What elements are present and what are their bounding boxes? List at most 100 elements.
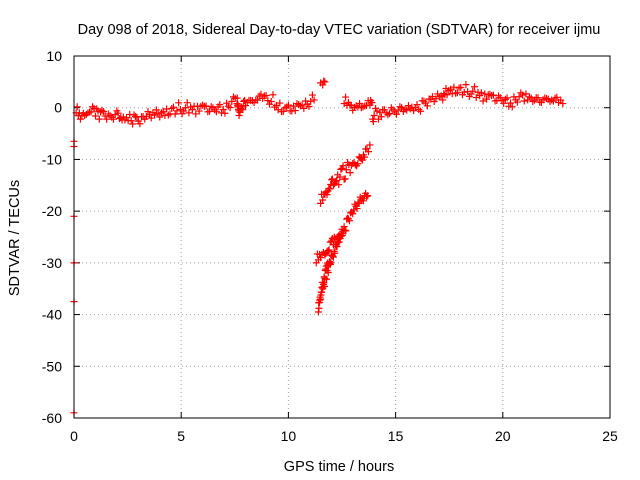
- data-point: [354, 160, 362, 168]
- data-point: [462, 81, 470, 89]
- data-point: [144, 108, 152, 116]
- data-point: [171, 110, 179, 118]
- data-point: [262, 91, 270, 99]
- data-point: [106, 112, 114, 120]
- data-point: [206, 107, 214, 115]
- data-point: [324, 269, 332, 277]
- data-point: [440, 90, 448, 98]
- data-point: [450, 83, 458, 91]
- data-point: [333, 177, 341, 185]
- data-point: [176, 105, 184, 113]
- data-point: [103, 115, 111, 123]
- data-point: [326, 185, 334, 193]
- data-point: [99, 108, 107, 116]
- data-point: [156, 113, 164, 121]
- data-point: [284, 101, 292, 109]
- y-tick-label: -40: [42, 307, 62, 323]
- data-point: [543, 94, 551, 102]
- data-point: [98, 106, 106, 114]
- x-tick-label: 10: [281, 428, 297, 444]
- data-point: [357, 155, 365, 163]
- data-point: [416, 107, 424, 115]
- axis-ticks: 0 5 10 15 20 25 10 0 -10 -20 -30 -40 -50 -60: [42, 48, 618, 444]
- data-point: [359, 197, 367, 205]
- data-point: [344, 215, 352, 223]
- data-point: [557, 96, 565, 104]
- data-point: [84, 109, 92, 117]
- data-point: [327, 258, 335, 266]
- data-point: [104, 110, 112, 118]
- data-point: [520, 97, 528, 105]
- data-point: [382, 109, 390, 117]
- data-point: [403, 106, 411, 114]
- data-point: [324, 247, 332, 255]
- data-point: [307, 97, 315, 105]
- data-point: [356, 99, 364, 107]
- data-point: [413, 101, 421, 109]
- x-tick-label: 25: [602, 428, 618, 444]
- y-axis-label: SDTVAR / TECUs: [7, 180, 23, 296]
- data-point: [320, 77, 328, 85]
- data-point: [515, 93, 523, 101]
- data-point: [226, 104, 234, 112]
- data-point: [242, 102, 250, 110]
- data-series: [70, 77, 567, 417]
- data-point: [341, 226, 349, 234]
- data-point: [336, 173, 344, 181]
- data-point: [519, 91, 527, 99]
- data-point: [230, 93, 238, 101]
- data-point: [267, 98, 275, 106]
- data-point: [188, 106, 196, 114]
- data-point: [346, 217, 354, 225]
- data-point: [154, 110, 162, 118]
- x-tick-label: 15: [388, 428, 404, 444]
- data-point: [457, 83, 465, 91]
- data-point: [151, 111, 159, 119]
- data-point: [91, 112, 99, 120]
- series-isolated-point: [317, 77, 329, 89]
- data-point: [353, 205, 361, 213]
- data-point: [240, 97, 248, 105]
- data-point: [320, 279, 328, 287]
- data-point: [477, 89, 485, 97]
- data-point: [199, 101, 207, 109]
- data-point: [368, 99, 376, 107]
- y-tick-label: -30: [42, 255, 62, 271]
- data-point: [173, 107, 181, 115]
- data-point: [168, 104, 176, 112]
- data-point: [319, 196, 327, 204]
- data-point: [453, 89, 461, 97]
- data-point: [404, 102, 412, 110]
- data-point: [224, 102, 232, 110]
- data-point: [325, 246, 333, 254]
- data-point: [152, 106, 160, 114]
- x-axis-label: GPS time / hours: [284, 459, 394, 475]
- data-point: [221, 109, 229, 117]
- data-point: [332, 243, 340, 251]
- series-main-band-late: [340, 81, 567, 126]
- data-point: [136, 120, 144, 128]
- grid-lines: [74, 56, 610, 418]
- data-point: [369, 118, 377, 126]
- data-point: [469, 87, 477, 95]
- data-point: [76, 115, 84, 123]
- data-point: [321, 274, 329, 282]
- data-point: [410, 107, 418, 115]
- data-point: [559, 100, 567, 108]
- data-point: [489, 91, 497, 99]
- data-point: [335, 181, 343, 189]
- data-point: [73, 103, 81, 111]
- data-point: [109, 115, 117, 123]
- data-point: [529, 98, 537, 106]
- data-point: [522, 90, 530, 98]
- data-point: [276, 99, 284, 107]
- data-point: [551, 94, 559, 102]
- data-point: [207, 103, 215, 111]
- data-point: [496, 94, 504, 102]
- data-point: [361, 153, 369, 161]
- data-point: [123, 114, 131, 122]
- y-tick-label: -60: [42, 410, 62, 426]
- data-point: [455, 84, 463, 92]
- data-point: [398, 104, 406, 112]
